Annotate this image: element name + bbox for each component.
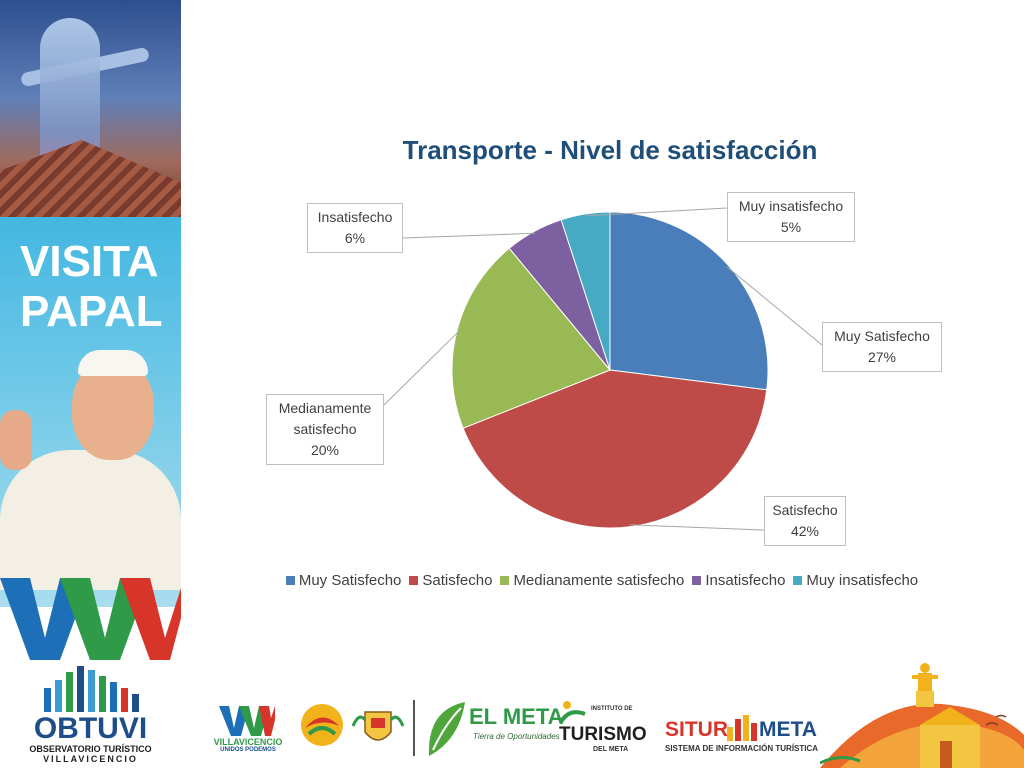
leader-line	[383, 330, 460, 406]
papal-line: PAPAL	[20, 287, 163, 336]
legend-label: Muy Satisfecho	[298, 572, 402, 589]
leader-line	[585, 207, 728, 217]
visita-line: VISITA	[20, 237, 159, 286]
el-meta-logo-text: EL META	[469, 704, 564, 729]
legend-item: Muy Satisfecho	[285, 572, 402, 589]
data-label-line: 27%	[867, 349, 897, 365]
pope-robe	[0, 450, 181, 590]
obtuvi-logo-name: OBTUVI	[33, 712, 148, 745]
left-banner: VISITA PAPAL OBTUVI OBSERVATORIO TURÍSTI…	[0, 0, 181, 768]
situr-logo-sub: SISTEMA DE INFORMACIÓN TURÍSTICA	[665, 744, 819, 753]
turismo-logo-top: INSTITUTO DE	[591, 706, 633, 712]
legend-swatch	[285, 576, 295, 585]
el-meta-leaf-icon	[428, 702, 465, 756]
turismo-figure-icon	[559, 701, 586, 724]
chart-legend: Muy Satisfecho Satisfecho Medianamente sat…	[180, 572, 1024, 589]
legend-label: Muy insatisfecho	[806, 572, 919, 589]
church-hill-illustration	[820, 663, 1024, 768]
logo-divider	[413, 700, 415, 756]
leader-line	[402, 232, 535, 239]
obtuvi-sub-line1: OBSERVATORIO TURÍSTICO	[29, 744, 152, 754]
legend-label: Satisfecho	[422, 572, 493, 589]
data-label-line: 20%	[310, 442, 340, 458]
villavicencio-logo-sub: UNIDOS PODEMOS	[220, 747, 276, 753]
data-label-line: 6%	[344, 230, 366, 246]
footer-logos: VILLAVICENCIO UNIDOS PODEMOS EL META Tie…	[181, 660, 1024, 768]
leader-line	[726, 266, 823, 346]
data-label-line: 42%	[790, 523, 820, 539]
pope-zucchetto	[78, 350, 148, 376]
pope-face	[72, 360, 154, 460]
w-logo-shapes	[0, 578, 181, 660]
data-label-medianamente-satisfecho: Medianamente satisfecho 20%	[266, 394, 384, 465]
pie-slice-muy-insatisfecho	[560, 211, 611, 371]
data-label-muy-insatisfecho: Muy insatisfecho 5%	[727, 192, 855, 242]
chart-title: Transporte - Nivel de satisfacción	[402, 135, 818, 165]
pope-photo	[0, 340, 181, 590]
data-label-line: Muy insatisfecho	[738, 198, 844, 214]
pie-slice-muy-satisfecho	[609, 211, 769, 391]
turismo-logo-sub: DEL META	[593, 746, 629, 753]
legend-item: Muy insatisfecho	[793, 572, 918, 589]
data-label-line: Medianamente	[278, 400, 372, 416]
legend-swatch	[692, 576, 702, 585]
legend-label: Medianamente satisfecho	[513, 572, 685, 589]
legend-swatch	[500, 576, 510, 585]
legend-item: Insatisfecho	[692, 572, 785, 589]
meta-logo-text: META	[759, 718, 817, 741]
leader-line	[629, 524, 765, 531]
legend-item: Satisfecho	[409, 572, 492, 589]
pie-slice-medianamente-satisfecho	[451, 247, 611, 429]
obtuvi-bars-icon	[44, 666, 139, 712]
el-meta-slogan: Tierra de Oportunidades	[473, 732, 560, 741]
pie-slice-satisfecho	[462, 369, 768, 529]
legend-label: Insatisfecho	[705, 572, 786, 589]
statue-photo	[0, 0, 181, 217]
pie-chart	[383, 207, 823, 531]
data-label-line: Muy Satisfecho	[834, 328, 930, 344]
data-label-line: 5%	[780, 219, 802, 235]
turismo-logo-text: TURISMO	[559, 724, 647, 745]
church-roof	[0, 140, 181, 217]
legend-swatch	[793, 576, 803, 585]
data-label-satisfecho: Satisfecho 42%	[764, 496, 846, 546]
legend-swatch	[409, 576, 419, 585]
villavicencio-logo-text: VILLAVICENCIO	[213, 737, 283, 747]
data-label-insatisfecho: Insatisfecho 6%	[307, 203, 403, 253]
visita-papal-title: VISITA PAPAL	[20, 237, 163, 337]
pope-waving-hand	[0, 410, 32, 470]
data-label-line: satisfecho	[293, 421, 357, 437]
obtuvi-logo-subtitle: OBSERVATORIO TURÍSTICO VILLAVICENCIO	[0, 744, 181, 764]
meta-coat-of-arms-icon	[351, 711, 405, 741]
legend-item: Medianamente satisfecho	[500, 572, 684, 589]
situr-bars-icon	[727, 715, 757, 741]
obtuvi-sub-line2: VILLAVICENCIO	[43, 754, 138, 764]
data-label-line: Satisfecho	[772, 502, 838, 518]
data-label-muy-satisfecho: Muy Satisfecho 27%	[822, 322, 942, 372]
situr-logo-text: SITUR	[665, 718, 728, 741]
municipal-emblem-icon	[301, 704, 343, 746]
data-label-line: Insatisfecho	[317, 209, 393, 225]
villavicencio-w-icon	[219, 706, 275, 736]
